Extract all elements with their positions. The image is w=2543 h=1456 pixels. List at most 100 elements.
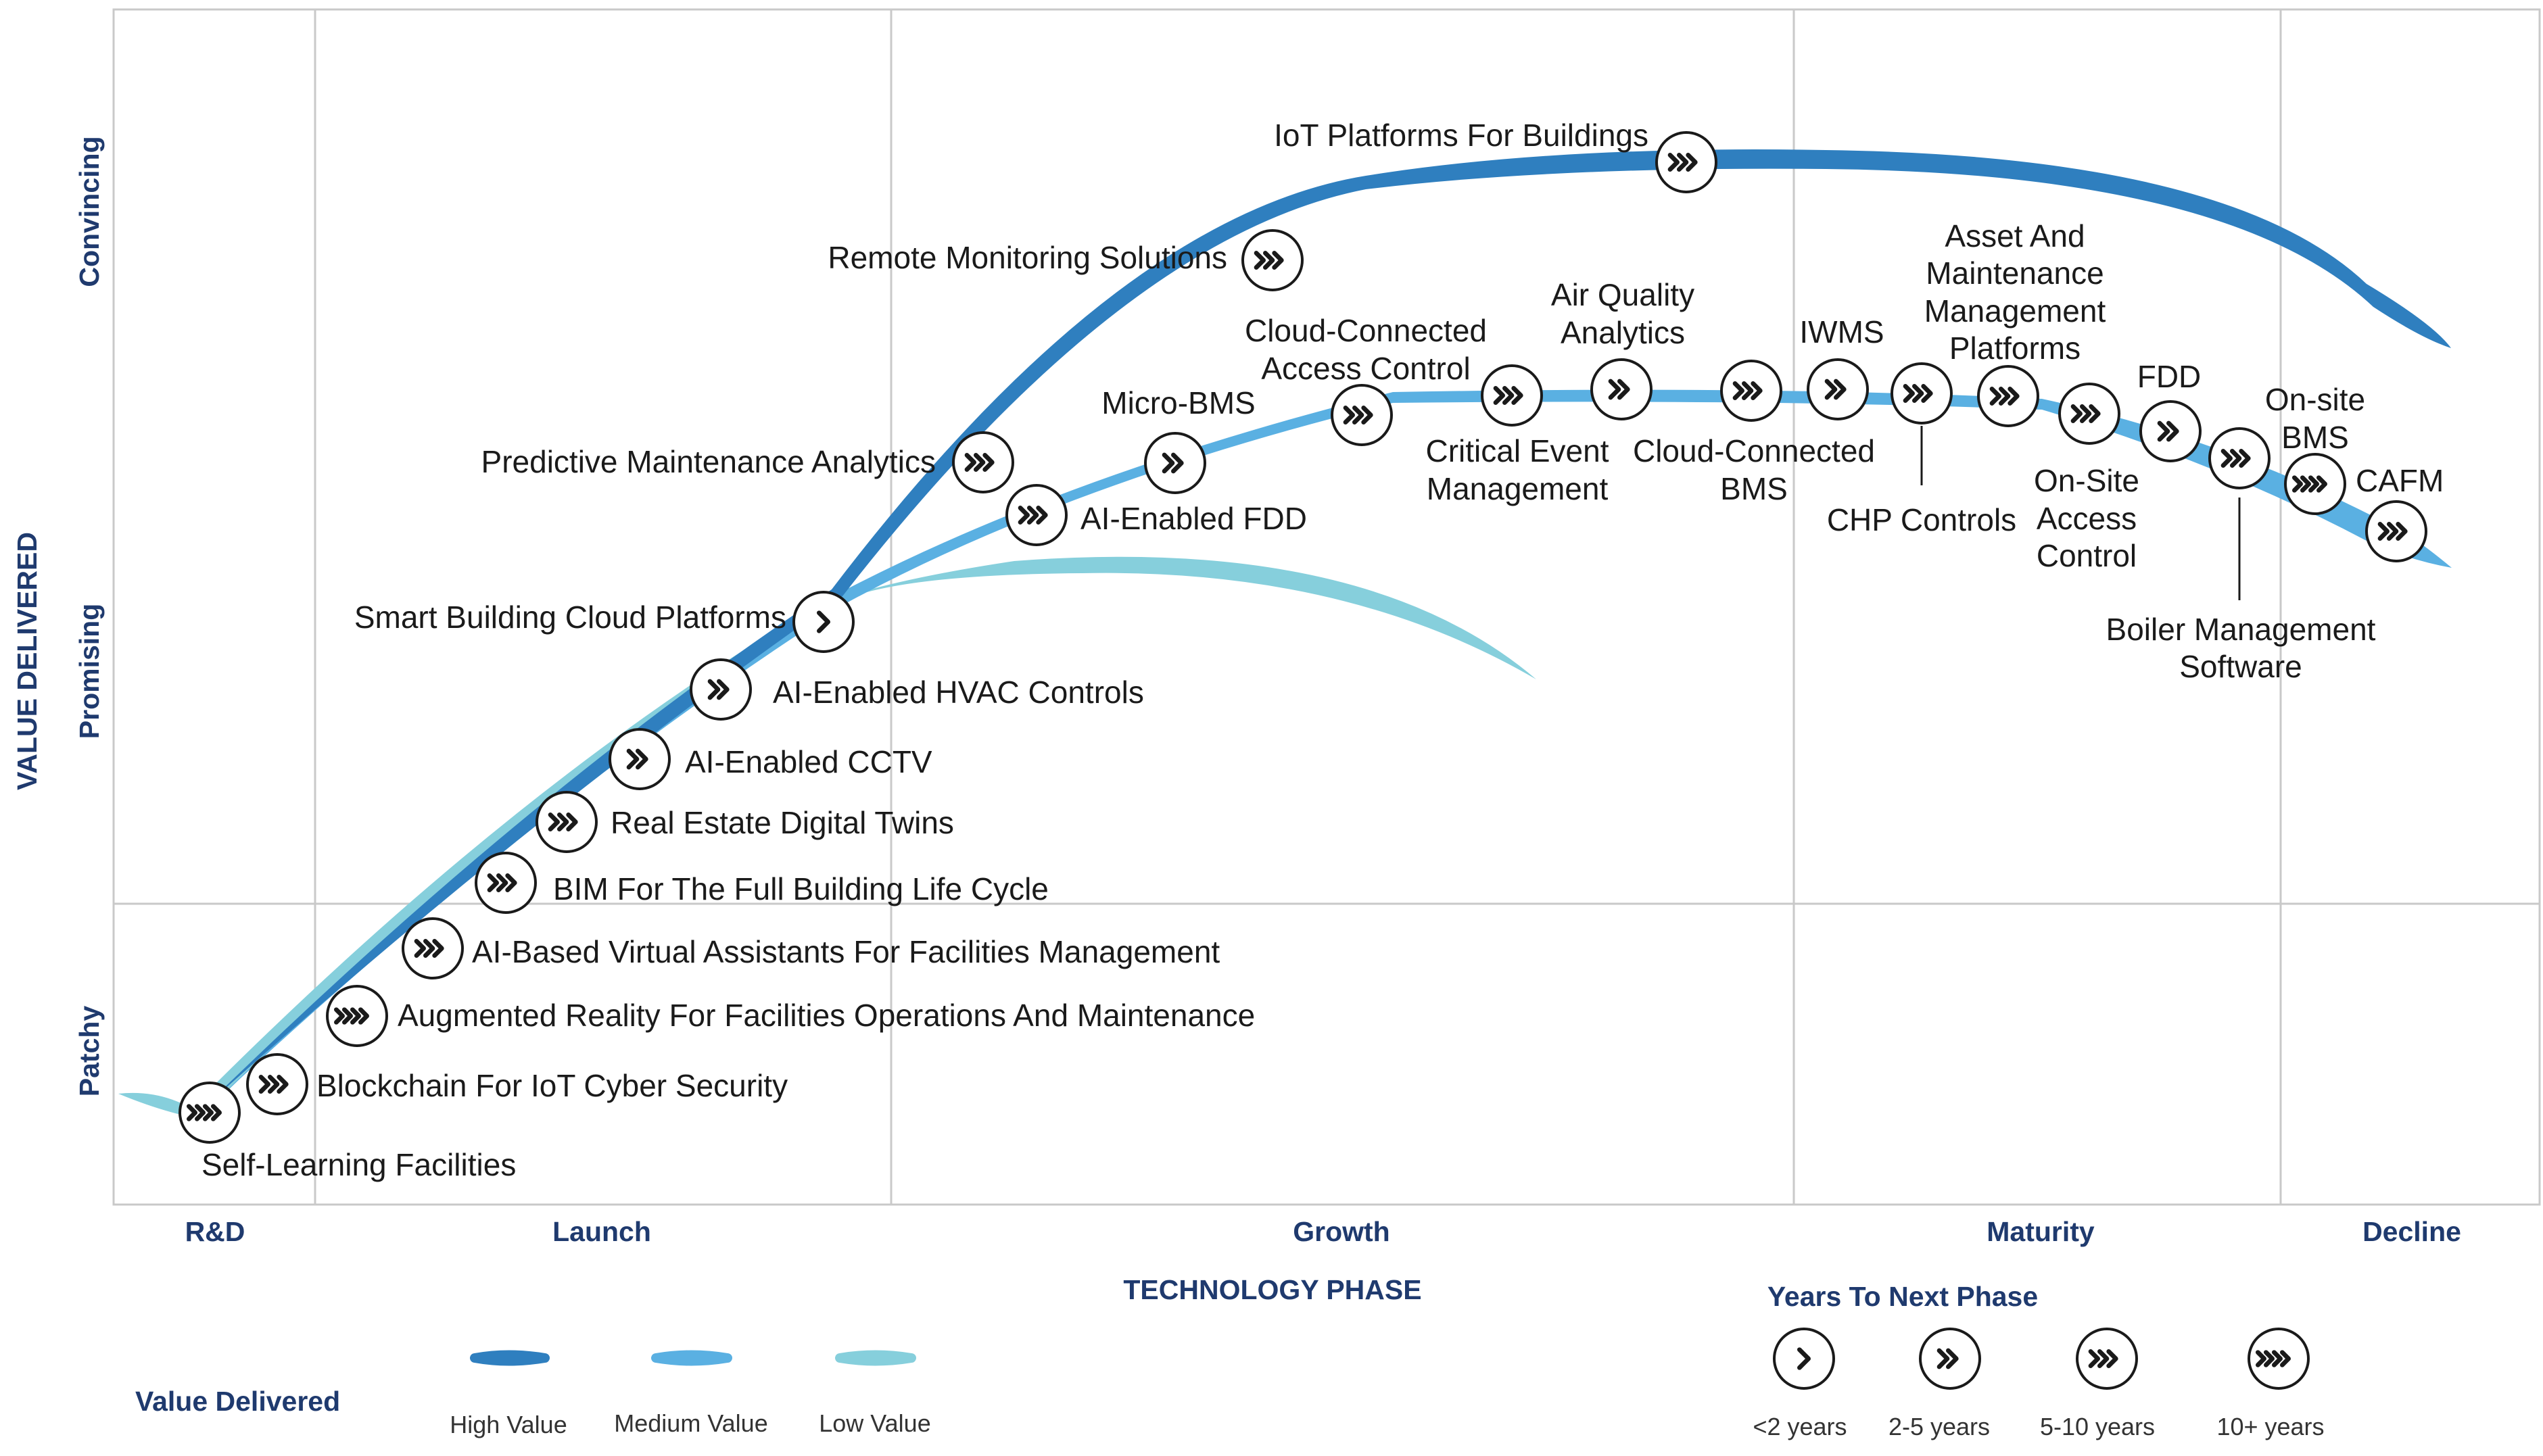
svg-text:Maintenance: Maintenance [1926, 256, 2104, 291]
low-value-curve [118, 556, 1536, 1119]
tech-label-smart-building-cloud: Smart Building Cloud Platforms [354, 600, 786, 635]
tech-label-air-quality-analytics: Air Quality Analytics [1551, 277, 1694, 350]
tech-label-remote-monitoring: Remote Monitoring Solutions [828, 240, 1227, 275]
legend-item-5-10-years: 5-10 years [2040, 1328, 2155, 1440]
tech-label-ai-enabled-fdd: AI-Enabled FDD [1080, 501, 1307, 536]
tech-marker-17 [1720, 360, 1782, 422]
axes: R&D Launch Growth Maturity Decline TECHN… [11, 136, 2461, 1305]
tech-marker-10 [1005, 484, 1068, 546]
phase-label-maturity: Maturity [1987, 1216, 2095, 1247]
legend-item-lt2-years: <2 years [1753, 1328, 1847, 1440]
technology-markers [179, 131, 2427, 1144]
tech-marker-2 [326, 985, 388, 1047]
svg-text:Analytics: Analytics [1561, 315, 1685, 350]
svg-text:Access: Access [2037, 501, 2137, 536]
tech-label-iwms: IWMS [1799, 314, 1884, 349]
tech-label-chp-controls: CHP Controls [1827, 502, 2016, 537]
tech-marker-14 [1481, 364, 1543, 427]
leader-lines [1920, 426, 2241, 600]
svg-text:10+ years: 10+ years [2216, 1413, 2324, 1440]
tech-marker-6 [609, 728, 671, 790]
svg-text:Cloud-Connected: Cloud-Connected [1633, 433, 1875, 468]
value-legend-title: Value Delivered [135, 1386, 340, 1417]
svg-text:Asset And: Asset And [1945, 218, 2085, 253]
tech-marker-9 [952, 431, 1014, 493]
tech-label-ai-virtual-assistants: AI-Based Virtual Assistants For Faciliti… [472, 934, 1220, 969]
tech-label-blockchain-iot-security: Blockchain For IoT Cyber Security [316, 1068, 788, 1103]
legend-item-medium-value: Medium Value [614, 1350, 768, 1437]
tech-marker-22 [2139, 400, 2202, 462]
years-legend: Years To Next Phase <2 years 2-5 years 5… [1753, 1281, 2324, 1440]
tech-label-bim-life-cycle: BIM For The Full Building Life Cycle [553, 871, 1049, 906]
tech-marker-12 [1241, 229, 1304, 291]
tech-marker-4 [475, 852, 537, 914]
tech-label-ai-enabled-cctv: AI-Enabled CCTV [685, 744, 932, 779]
svg-text:5-10 years: 5-10 years [2040, 1413, 2155, 1440]
svg-text:High Value: High Value [450, 1411, 567, 1438]
tech-marker-8 [792, 591, 855, 653]
svg-text:Boiler Management: Boiler Management [2106, 612, 2376, 647]
svg-text:2-5 years: 2-5 years [1888, 1413, 1990, 1440]
y-axis-title: VALUE DELIVERED [11, 532, 43, 790]
svg-text:Critical Event: Critical Event [1426, 433, 1609, 468]
years-legend-title: Years To Next Phase [1767, 1281, 2038, 1312]
tech-label-iot-platforms: IoT Platforms For Buildings [1274, 118, 1648, 153]
svg-text:BMS: BMS [2281, 420, 2349, 455]
tech-label-predictive-maintenance: Predictive Maintenance Analytics [481, 444, 936, 479]
tech-marker-5 [536, 791, 598, 853]
tech-label-cloud-connected-bms: Cloud-Connected BMS [1633, 433, 1875, 506]
legend-item-10-plus-years: 10+ years [2216, 1328, 2325, 1440]
tech-label-augmented-reality: Augmented Reality For Facilities Operati… [398, 998, 1255, 1033]
phase-label-launch: Launch [552, 1216, 651, 1247]
tech-marker-21 [2058, 383, 2120, 445]
svg-text:Cloud-Connected: Cloud-Connected [1245, 313, 1487, 348]
tech-label-real-estate-digital-twins: Real Estate Digital Twins [611, 805, 954, 840]
phase-label-decline: Decline [2362, 1216, 2461, 1247]
svg-text:Management: Management [1924, 293, 2106, 329]
x-axis-title: TECHNOLOGY PHASE [1123, 1274, 1421, 1305]
tech-marker-23 [2208, 427, 2271, 489]
tech-marker-7 [690, 658, 752, 721]
tech-label-cafm: CAFM [2356, 463, 2444, 498]
tech-label-ai-enabled-hvac: AI-Enabled HVAC Controls [773, 675, 1144, 710]
svg-text:Management: Management [1427, 471, 1609, 506]
tech-marker-3 [402, 917, 464, 979]
svg-text:Air Quality: Air Quality [1551, 277, 1694, 312]
legend-item-low-value: Low Value [819, 1350, 931, 1437]
tech-label-on-site-access-control: On-Site Access Control [2034, 463, 2139, 573]
svg-text:On-Site: On-Site [2034, 463, 2139, 498]
svg-text:<2 years: <2 years [1753, 1413, 1847, 1440]
tech-marker-15 [1590, 358, 1653, 420]
svg-text:On-site: On-site [2265, 382, 2365, 417]
tech-marker-19 [1891, 362, 1953, 424]
svg-text:Platforms: Platforms [1949, 331, 2081, 366]
tech-marker-18 [1807, 358, 1869, 420]
svg-text:Access Control: Access Control [1261, 351, 1470, 386]
tech-marker-20 [1977, 365, 2039, 427]
svg-text:Medium Value: Medium Value [614, 1409, 767, 1437]
tech-marker-0 [179, 1082, 241, 1144]
phase-label-growth: Growth [1293, 1216, 1389, 1247]
tech-label-micro-bms: Micro-BMS [1101, 385, 1255, 420]
value-level-patchy: Patchy [74, 1006, 105, 1097]
tech-marker-13 [1331, 384, 1393, 446]
svg-text:BMS: BMS [1720, 471, 1788, 506]
tech-label-critical-event-management: Critical Event Management [1426, 433, 1609, 506]
tech-marker-24 [2284, 453, 2346, 515]
legend-item-high-value: High Value [450, 1350, 567, 1438]
legend-item-2-5-years: 2-5 years [1888, 1328, 1990, 1440]
tech-marker-1 [246, 1053, 308, 1115]
tech-label-asset-maintenance-platforms: Asset And Maintenance Management Platfor… [1924, 218, 2106, 366]
tech-label-cloud-access-control: Cloud-Connected Access Control [1245, 313, 1487, 386]
value-legend: Value Delivered High Value Medium Value … [135, 1350, 931, 1438]
tech-label-boiler-management: Boiler Management Software [2106, 612, 2376, 684]
svg-text:Software: Software [2179, 649, 2302, 684]
tech-marker-16 [1655, 131, 1717, 193]
svg-text:Low Value: Low Value [819, 1409, 930, 1437]
phase-label-rnd: R&D [185, 1216, 245, 1247]
tech-label-self-learning-facilities: Self-Learning Facilities [201, 1147, 516, 1182]
tech-label-fdd: FDD [2137, 359, 2202, 394]
value-level-convincing: Convincing [74, 136, 105, 287]
tech-marker-25 [2365, 500, 2427, 562]
